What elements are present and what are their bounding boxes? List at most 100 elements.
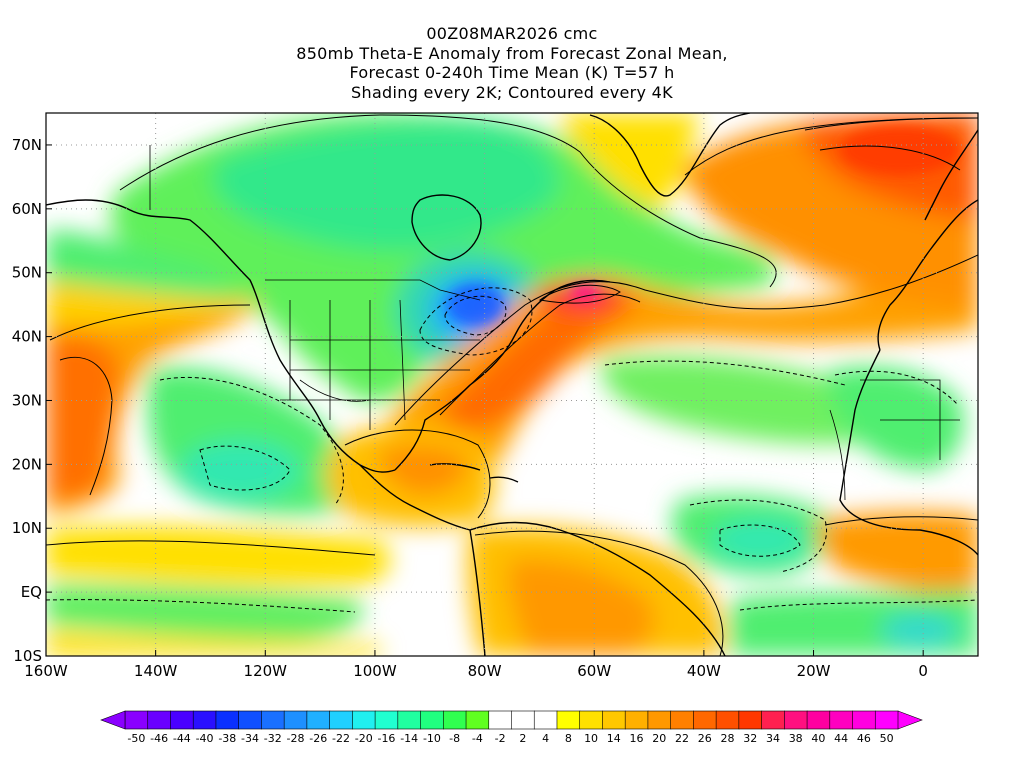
colorbar-swatch (874, 710, 899, 730)
colorbar-swatch (715, 710, 740, 730)
colorbar-swatch (261, 710, 285, 730)
colorbar-label: -2 (495, 732, 506, 745)
colorbar-label: -34 (241, 732, 259, 745)
colorbar-label: -50 (127, 732, 145, 745)
colorbar-label: -22 (332, 732, 350, 745)
colorbar-swatch (556, 710, 581, 730)
lat-tick-label: 10N (12, 519, 42, 537)
colorbar-label: 14 (607, 732, 621, 745)
colorbar-label: -40 (196, 732, 214, 745)
colorbar-label: 26 (698, 732, 712, 745)
lon-tick-label: 20W (797, 662, 831, 680)
colorbar-swatch (579, 710, 604, 730)
lat-tick-label: 10S (13, 647, 42, 665)
colorbar: -50 -46 -44 -40 -38 -34 -32 -28 -26 -22 -20 -16 -14-… (100, 710, 923, 745)
colorbar-min-arrow (100, 710, 126, 730)
colorbar-swatch (670, 710, 694, 730)
lat-tick-label: 20N (12, 455, 42, 473)
lat-tick-label: 70N (12, 136, 42, 154)
coastlines (46, 113, 978, 656)
colorbar-swatch (329, 710, 353, 730)
lon-tick-label: 0 (918, 662, 928, 680)
colorbar-swatch (374, 710, 399, 730)
colorbar-swatch (852, 710, 876, 730)
colorbar-label: -20 (355, 732, 373, 745)
colorbar-swatch (147, 710, 172, 730)
colorbar-label: 8 (565, 732, 572, 745)
colorbar-label: 28 (720, 732, 734, 745)
lon-tick-label: 160W (24, 662, 68, 680)
colorbar-label: 34 (766, 732, 780, 745)
colorbar-swatch (647, 710, 672, 730)
colorbar-label: -28 (287, 732, 305, 745)
colorbar-label: 38 (789, 732, 803, 745)
colorbar-swatch (806, 710, 831, 730)
lat-tick-label: 40N (12, 328, 42, 346)
lat-tick-label: 50N (12, 264, 42, 282)
lon-tick-label: 120W (244, 662, 288, 680)
colorbar-swatch (624, 710, 649, 730)
lon-tick-label: 40W (687, 662, 721, 680)
title-line-3: Forecast 0-240h Time Mean (K) T=57 h (349, 63, 675, 82)
colorbar-swatch (420, 710, 444, 730)
colorbar-label: 20 (652, 732, 666, 745)
colorbar-label: -8 (449, 732, 460, 745)
colorbar-swatch (533, 710, 558, 730)
colorbar-label: 2 (519, 732, 526, 745)
title-line-4: Shading every 2K; Contoured every 4K (351, 82, 673, 102)
chart-title-block: 00Z08MAR2026 cmc 850mb Theta-E Anomaly f… (0, 24, 1024, 102)
longitude-axis: 160W 140W 120W 100W 80W 60W 40W 20W 0 (24, 650, 928, 680)
colorbar-label: 16 (630, 732, 644, 745)
lon-tick-label: 100W (353, 662, 397, 680)
colorbar-swatch (192, 710, 217, 730)
colorbar-swatch (738, 710, 763, 730)
lat-tick-label: EQ (21, 583, 42, 601)
political-borders (149, 145, 960, 501)
colorbar-label: 4 (542, 732, 549, 745)
lon-tick-label: 60W (577, 662, 611, 680)
colorbar-swatch (761, 710, 785, 730)
contour-lines (46, 114, 978, 656)
colorbar-swatch (602, 710, 626, 730)
colorbar-swatch (170, 710, 194, 730)
colorbar-swatch (397, 710, 422, 730)
colorbar-swatch (511, 710, 535, 730)
colorbar-max-arrow (897, 710, 923, 730)
colorbar-label: -44 (173, 732, 191, 745)
colorbar-swatch (238, 710, 263, 730)
colorbar-swatch (693, 710, 717, 730)
colorbar-label: 44 (834, 732, 848, 745)
colorbar-label: -14 (400, 732, 418, 745)
anomaly-shading (46, 113, 978, 656)
colorbar-swatch (215, 710, 240, 730)
colorbar-swatch (306, 710, 331, 730)
lat-tick-label: 60N (12, 200, 42, 218)
colorbar-label: -10 (423, 732, 441, 745)
colorbar-swatch (465, 710, 490, 730)
title-line-1: 00Z08MAR2026 cmc (426, 24, 598, 43)
plot-frame (45, 112, 979, 657)
colorbar-label: -16 (377, 732, 395, 745)
colorbar-swatch (784, 710, 808, 730)
colorbar-label: 22 (675, 732, 689, 745)
colorbar-label: -32 (264, 732, 282, 745)
colorbar-label: -38 (218, 732, 236, 745)
colorbar-swatch (488, 710, 513, 730)
lat-tick-label: 30N (12, 391, 42, 409)
colorbar-swatch (124, 710, 149, 730)
lat-lon-grid (46, 113, 978, 656)
colorbar-swatch (442, 710, 467, 730)
colorbar-label: 10 (584, 732, 598, 745)
colorbar-label: 50 (880, 732, 894, 745)
colorbar-swatch (352, 710, 376, 730)
colorbar-label: 40 (811, 732, 825, 745)
colorbar-label: -4 (472, 732, 483, 745)
colorbar-label: -46 (150, 732, 168, 745)
title-line-2: 850mb Theta-E Anomaly from Forecast Zona… (296, 43, 728, 63)
colorbar-swatch (829, 710, 854, 730)
colorbar-swatch (283, 710, 308, 730)
latitude-axis: 70N 60N 50N 40N 30N 20N 10N EQ 10S (12, 136, 52, 665)
colorbar-label: 46 (857, 732, 871, 745)
lon-tick-label: 80W (468, 662, 502, 680)
